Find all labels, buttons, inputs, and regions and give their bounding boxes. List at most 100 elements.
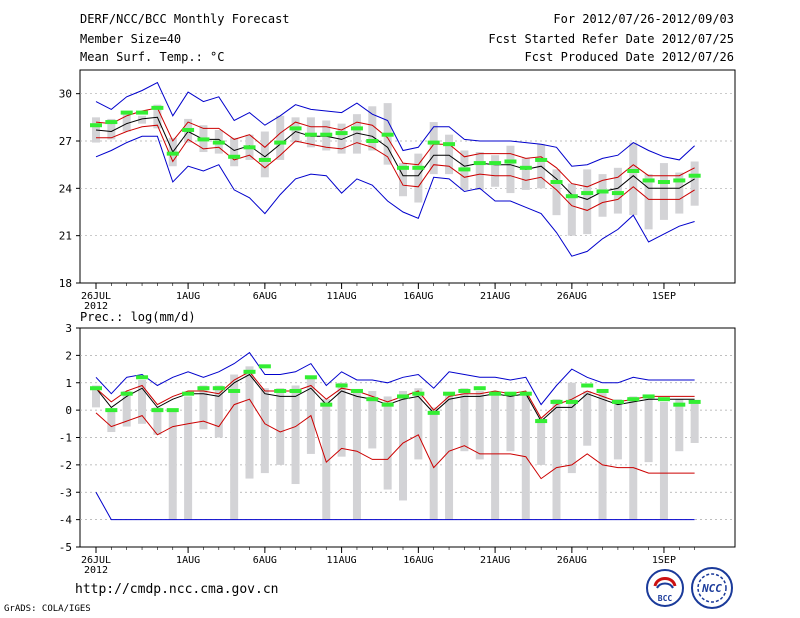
prec-median-marker [412, 391, 425, 396]
prec-median-marker [473, 386, 486, 391]
prec-median-marker [519, 391, 532, 396]
prec-box [368, 390, 377, 449]
temp-line-min [95, 135, 695, 257]
prec-box [552, 399, 561, 520]
prec-box [567, 382, 576, 474]
temp-xtick-label: 1SEP [652, 291, 676, 302]
source-url[interactable]: http://cmdp.ncc.cma.gov.cn [75, 582, 279, 597]
temp-box [92, 117, 100, 143]
prec-median-marker [504, 391, 517, 396]
bcc-logo: BCC [645, 568, 685, 608]
temp-median-marker [197, 137, 210, 142]
temp-median-marker [166, 151, 179, 156]
temp-ytick-label: 27 [59, 135, 72, 148]
temp-box [260, 131, 269, 178]
prec-box [199, 385, 208, 430]
temp-median-marker [228, 154, 241, 159]
temp-median-marker [596, 189, 609, 194]
chart-title: DERF/NCC/BCC Monthly Forecast [80, 12, 290, 26]
temp-median-marker [611, 191, 624, 196]
temp-median-marker [136, 110, 149, 115]
prec-xtick-label: 16AUG [403, 555, 433, 566]
temp-box [567, 183, 576, 236]
temp-ytick-label: 30 [59, 88, 72, 101]
prec-line-minus-std [95, 398, 695, 480]
temp-xtick-label: 26AUG [557, 291, 587, 302]
prec-box [184, 396, 193, 520]
prec-median-marker [550, 399, 563, 404]
temp-median-marker [350, 126, 363, 131]
prec-box [153, 407, 162, 435]
temp-box [352, 114, 361, 154]
temp-median-marker [581, 191, 594, 196]
prec-box [475, 390, 484, 460]
prec-median-marker [258, 364, 271, 369]
start-date: Fcst Started Refer Date 2012/07/25 [488, 32, 734, 46]
prec-median-marker [335, 383, 348, 388]
temp-median-marker [120, 110, 133, 115]
prec-box [260, 388, 269, 474]
temp-ytick-label: 24 [59, 182, 73, 195]
prec-box [337, 382, 346, 457]
prec-median-marker [642, 394, 655, 399]
prec-box [644, 396, 653, 463]
prec-box [107, 410, 116, 433]
prec-ytick-label: -5 [59, 541, 72, 554]
temp-box [475, 152, 484, 190]
prec-box [537, 418, 546, 465]
prec-box [399, 390, 407, 501]
prec-median-marker [350, 388, 363, 393]
prec-median-marker [535, 419, 548, 424]
prec-median-marker [136, 375, 149, 380]
prec-box [276, 388, 285, 465]
prec-box [230, 374, 239, 520]
ncc-logo: NCC [690, 566, 734, 610]
prec-box [690, 401, 699, 443]
prec-median-marker [90, 386, 102, 391]
prec-box [138, 380, 147, 424]
prec-ytick-label: 2 [65, 349, 72, 362]
temp-box [276, 115, 285, 160]
prec-median-marker [304, 375, 317, 380]
prec-box [675, 399, 684, 452]
prec-box [245, 366, 254, 479]
temp-median-marker [212, 140, 225, 145]
temp-median-marker [688, 173, 701, 178]
temp-box [644, 174, 653, 230]
temp-median-marker [366, 139, 379, 143]
prec-xtick-label: 6AUG [253, 555, 277, 566]
temp-median-marker [320, 132, 333, 137]
temp-xtick-label: 6AUG [253, 291, 277, 302]
temp-median-marker [304, 132, 317, 137]
prec-box [491, 390, 500, 520]
temp-median-marker [657, 180, 670, 185]
temp-line-minus-std [96, 124, 695, 211]
prec-median-marker [289, 388, 302, 393]
variable-label: Mean Surf. Temp.: °C [80, 50, 225, 64]
member-size-label: Member Size=40 [80, 32, 182, 46]
temp-box [122, 114, 131, 132]
temp-median-marker [381, 132, 394, 137]
temp-box [445, 134, 454, 175]
temp-box [337, 123, 346, 154]
prec-median-marker [228, 388, 241, 393]
grads-credit: GrADS: COLA/IGES [4, 604, 91, 614]
temp-median-marker [489, 161, 502, 166]
temp-median-marker [550, 180, 563, 185]
temp-line-max [95, 81, 695, 167]
prec-xtick-label: 1AUG [176, 555, 200, 566]
prec-box [598, 390, 607, 520]
temp-median-marker [90, 123, 102, 128]
temp-median-marker [105, 120, 118, 125]
prec-ytick-label: 1 [65, 377, 72, 390]
temp-box [138, 115, 147, 124]
temp-median-marker [443, 142, 456, 147]
prec-ytick-label: -3 [59, 486, 72, 499]
prec-median-marker [565, 399, 578, 404]
bcc-logo-text: BCC [658, 594, 673, 603]
prec-box [429, 407, 438, 520]
prec-box [291, 385, 300, 485]
prec-box [613, 399, 622, 460]
temp-box [613, 167, 622, 214]
prec-median-marker [197, 386, 210, 391]
